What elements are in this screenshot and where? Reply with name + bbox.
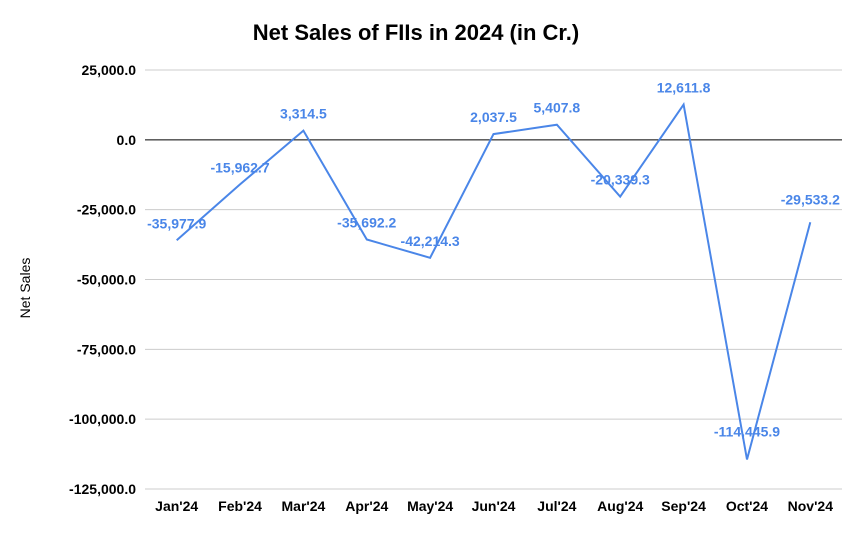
y-axis-label: Net Sales: [17, 258, 33, 319]
y-tick-label: -50,000.0: [77, 272, 136, 288]
data-label: -29,533.2: [781, 191, 840, 207]
data-label: -35,977.9: [147, 215, 206, 231]
y-tick-label: 25,000.0: [82, 62, 137, 78]
y-tick-label: -75,000.0: [77, 341, 136, 357]
x-axis-ticks: Jan'24 Feb'24 Mar'24 Apr'24 May'24 Jun'24 Jul'…: [155, 498, 833, 514]
series-line: [176, 102, 812, 460]
x-tick-label: Nov'24: [788, 498, 834, 514]
data-label: -20,339.3: [591, 172, 650, 188]
data-labels: -35,977.9 -15,962.7 3,314.5 -35,692.2 -42,21…: [147, 80, 840, 440]
x-tick-label: Apr'24: [345, 498, 388, 514]
x-tick-label: Oct'24: [726, 498, 768, 514]
x-tick-label: May'24: [407, 498, 453, 514]
x-tick-label: Jul'24: [537, 498, 576, 514]
data-label: 3,314.5: [280, 106, 327, 122]
data-label: 2,037.5: [470, 109, 517, 125]
data-label: 12,611.8: [657, 80, 711, 96]
y-tick-label: -25,000.0: [77, 202, 136, 218]
y-tick-label: -125,000.0: [69, 481, 136, 497]
gridlines: [145, 69, 842, 490]
data-label: 5,407.8: [534, 100, 581, 116]
x-tick-label: Jan'24: [155, 498, 198, 514]
y-tick-label: 0.0: [117, 132, 137, 148]
chart-title: Net Sales of FIIs in 2024 (in Cr.): [253, 20, 579, 45]
x-tick-label: Sep'24: [661, 498, 706, 514]
x-tick-label: Feb'24: [218, 498, 262, 514]
y-tick-label: -100,000.0: [69, 411, 136, 427]
data-label: -114,445.9: [714, 424, 780, 440]
series-polyline: [176, 102, 812, 460]
x-tick-label: Mar'24: [282, 498, 326, 514]
x-tick-label: Aug'24: [597, 498, 643, 514]
x-tick-label: Jun'24: [472, 498, 516, 514]
y-axis-ticks: 25,000.0 0.0 -25,000.0 -50,000.0 -75,000.0 -1…: [69, 62, 136, 497]
data-label: -42,214.3: [401, 233, 460, 249]
data-label: -15,962.7: [210, 159, 269, 175]
data-label: -35,692.2: [337, 215, 396, 231]
